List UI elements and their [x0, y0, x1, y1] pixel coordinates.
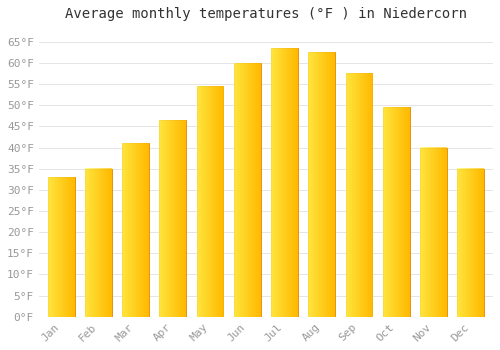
Title: Average monthly temperatures (°F ) in Niedercorn: Average monthly temperatures (°F ) in Ni… [65, 7, 467, 21]
Bar [420, 148, 447, 317]
Bar [234, 63, 260, 317]
Bar [458, 169, 484, 317]
Bar [383, 107, 409, 317]
Bar [122, 143, 149, 317]
Bar [85, 169, 112, 317]
Bar [48, 177, 74, 317]
Bar [196, 86, 224, 317]
Bar [308, 52, 335, 317]
Bar [271, 48, 298, 317]
Bar [160, 120, 186, 317]
Bar [346, 74, 372, 317]
